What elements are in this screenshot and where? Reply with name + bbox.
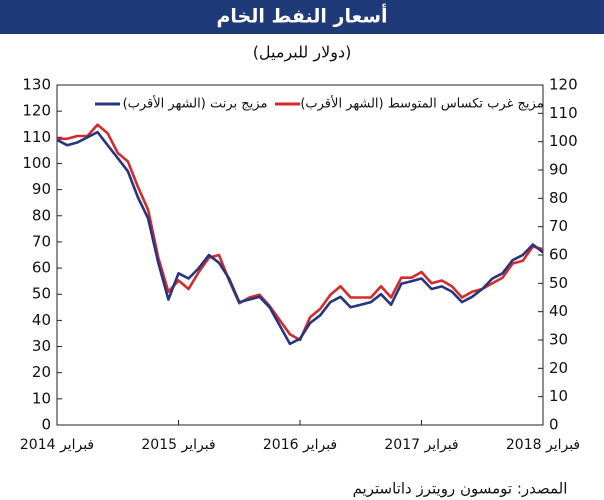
x-tick-label: فبراير 2015 (141, 437, 215, 453)
y2-tick-label: 50 (549, 274, 568, 292)
y2-tick-label: 30 (549, 331, 568, 349)
y-tick-label: 0 (41, 416, 51, 434)
y2-tick-label: 120 (549, 76, 578, 94)
x-tick-label: فبراير 2014 (20, 437, 94, 453)
legend-label: مزيج برنت (الشهر الأقرب) (123, 95, 268, 112)
x-tick-label: فبراير 2016 (263, 437, 337, 453)
chart-title: أسعار النفط الخام (216, 4, 387, 28)
x-tick-label: فبراير 2017 (384, 437, 458, 453)
y2-tick-label: 80 (549, 189, 568, 207)
y2-tick-label: 100 (549, 132, 578, 150)
source-note: المصدر: تومسون رويترز داتاستريم (353, 480, 568, 498)
y2-tick-label: 40 (549, 302, 568, 320)
legend-label: مزيج غرب تكساس المتوسط (الشهر الأقرب) (300, 95, 543, 112)
y-tick-label: 110 (22, 128, 51, 146)
y2-tick-label: 70 (549, 217, 568, 235)
plot-frame (56, 84, 544, 426)
y2-tick-label: 0 (549, 416, 559, 434)
chart-subtitle: (دولار للبرميل) (253, 43, 352, 63)
y-tick-label: 20 (32, 363, 51, 381)
y-tick-label: 90 (32, 180, 51, 198)
series-line (57, 123, 544, 342)
y-tick-label: 120 (22, 102, 51, 120)
y-tick-label: 40 (32, 311, 51, 329)
y-tick-label: 60 (32, 259, 51, 277)
y-tick-label: 130 (22, 76, 51, 94)
x-tick-label: فبراير 2018 (506, 437, 580, 453)
y2-tick-label: 90 (549, 161, 568, 179)
series-line (56, 130, 544, 346)
y-tick-label: 30 (32, 337, 51, 355)
y-tick-label: 50 (32, 285, 51, 303)
y2-tick-label: 20 (549, 359, 568, 377)
y2-tick-label: 110 (549, 104, 578, 122)
y-tick-label: 10 (32, 389, 51, 407)
y-tick-label: 80 (32, 206, 51, 224)
y2-tick-label: 60 (549, 246, 568, 264)
y-tick-label: 100 (22, 154, 51, 172)
title-bar (0, 0, 604, 34)
y-tick-label: 70 (32, 232, 51, 250)
y2-tick-label: 10 (549, 387, 568, 405)
